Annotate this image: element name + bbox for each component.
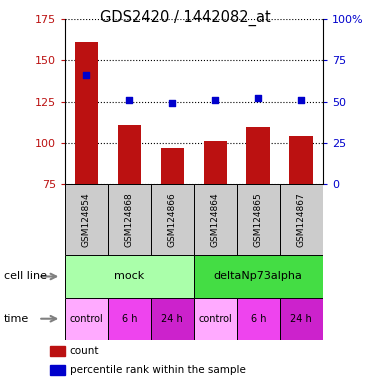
Bar	[65, 255, 194, 298]
Text: time: time	[4, 314, 29, 324]
Bar	[280, 298, 323, 340]
Bar	[108, 184, 151, 255]
Point	[170, 100, 175, 106]
Text: GSM124864: GSM124864	[211, 192, 220, 247]
Text: 24 h: 24 h	[161, 314, 183, 324]
Text: 6 h: 6 h	[250, 314, 266, 324]
Bar	[161, 148, 184, 184]
Bar	[237, 298, 280, 340]
Text: GDS2420 / 1442082_at: GDS2420 / 1442082_at	[100, 10, 271, 26]
Bar	[75, 42, 98, 184]
Bar	[237, 184, 280, 255]
Bar	[151, 298, 194, 340]
Text: GSM124866: GSM124866	[168, 192, 177, 247]
Text: control: control	[69, 314, 103, 324]
Point	[255, 95, 261, 101]
Text: deltaNp73alpha: deltaNp73alpha	[214, 271, 303, 281]
Bar	[50, 346, 65, 356]
Text: percentile rank within the sample: percentile rank within the sample	[70, 365, 246, 375]
Text: mock: mock	[114, 271, 145, 281]
Text: GSM124868: GSM124868	[125, 192, 134, 247]
Bar	[50, 365, 65, 376]
Text: count: count	[70, 346, 99, 356]
Bar	[151, 184, 194, 255]
Bar	[65, 298, 108, 340]
Text: cell line: cell line	[4, 271, 47, 281]
Bar	[289, 136, 313, 184]
Text: 24 h: 24 h	[290, 314, 312, 324]
Point	[212, 97, 218, 103]
Text: 6 h: 6 h	[122, 314, 137, 324]
Bar	[194, 184, 237, 255]
Bar	[194, 298, 237, 340]
Point	[127, 97, 132, 103]
Text: GSM124854: GSM124854	[82, 192, 91, 247]
Bar	[280, 184, 323, 255]
Bar	[108, 298, 151, 340]
Bar	[246, 127, 270, 184]
Bar	[204, 141, 227, 184]
Text: control: control	[198, 314, 232, 324]
Text: GSM124867: GSM124867	[297, 192, 306, 247]
Bar	[194, 255, 323, 298]
Point	[298, 97, 304, 103]
Bar	[118, 125, 141, 184]
Text: GSM124865: GSM124865	[254, 192, 263, 247]
Bar	[65, 184, 108, 255]
Point	[83, 72, 89, 78]
